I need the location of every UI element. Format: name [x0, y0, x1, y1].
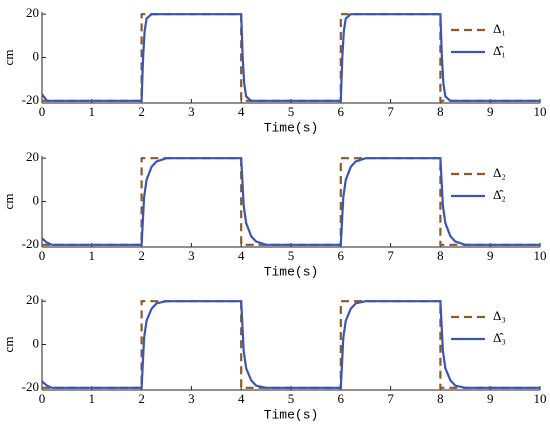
x-tick-label: 9: [487, 248, 494, 263]
x-tick-label: 10: [534, 104, 547, 119]
legend-box: [445, 18, 540, 64]
x-axis-label: Time(s): [264, 407, 319, 422]
x-tick-label: 0: [39, 248, 46, 263]
legend-label: Δ₂: [493, 165, 506, 180]
y-tick-label: 0: [33, 192, 40, 207]
x-tick-label: 6: [338, 391, 345, 406]
x-tick-label: 7: [387, 104, 394, 119]
y-tick-label: 20: [26, 149, 39, 164]
x-tick-label: 9: [487, 104, 494, 119]
y-tick-label: 20: [26, 292, 39, 307]
x-tick-label: 4: [238, 248, 245, 263]
legend-label: Δ̂₂: [493, 187, 506, 202]
x-tick-label: 6: [338, 104, 345, 119]
x-tick-label: 5: [288, 391, 295, 406]
x-tick-label: 10: [534, 391, 547, 406]
x-tick-label: 0: [39, 104, 46, 119]
x-tick-label: 2: [138, 248, 145, 263]
x-tick-label: 3: [188, 104, 195, 119]
x-tick-label: 8: [437, 248, 444, 263]
x-tick-label: 2: [138, 391, 145, 406]
x-axis-label: Time(s): [264, 120, 319, 135]
legend-label: Δ̂₃: [493, 330, 506, 345]
y-tick-label: 20: [26, 5, 39, 20]
series-line: [41, 157, 540, 246]
y-axis-label: cm: [1, 50, 16, 66]
x-tick-label: 5: [288, 104, 295, 119]
legend-label: Δ̂₁: [493, 43, 506, 58]
x-tick-label: 6: [338, 248, 345, 263]
x-tick-label: 3: [188, 391, 195, 406]
legend-box: [445, 305, 540, 351]
y-tick-label: -20: [22, 92, 39, 107]
legend-label: Δ₁: [493, 21, 506, 36]
x-tick-label: 9: [487, 391, 494, 406]
x-tick-label: 4: [238, 104, 245, 119]
series-line: [41, 300, 540, 389]
x-tick-label: 0: [39, 391, 46, 406]
x-tick-label: 8: [437, 104, 444, 119]
x-tick-label: 5: [288, 248, 295, 263]
legend-box: [445, 162, 540, 208]
x-tick-label: 8: [437, 391, 444, 406]
x-tick-label: 7: [387, 248, 394, 263]
x-tick-label: 4: [238, 391, 245, 406]
x-axis-label: Time(s): [264, 264, 319, 279]
x-tick-label: 10: [534, 248, 547, 263]
y-tick-label: -20: [22, 379, 39, 394]
y-tick-label: 0: [33, 48, 40, 63]
x-tick-label: 2: [138, 104, 145, 119]
y-axis-label: cm: [1, 194, 16, 210]
y-axis-label: cm: [1, 337, 16, 353]
x-tick-label: 1: [89, 104, 96, 119]
x-tick-label: 7: [387, 391, 394, 406]
legend-label: Δ₃: [493, 308, 506, 323]
x-tick-label: 3: [188, 248, 195, 263]
x-tick-label: 1: [89, 248, 96, 263]
series-line: [41, 13, 540, 102]
y-tick-label: 0: [33, 335, 40, 350]
y-tick-label: -20: [22, 236, 39, 251]
x-tick-label: 1: [89, 391, 96, 406]
